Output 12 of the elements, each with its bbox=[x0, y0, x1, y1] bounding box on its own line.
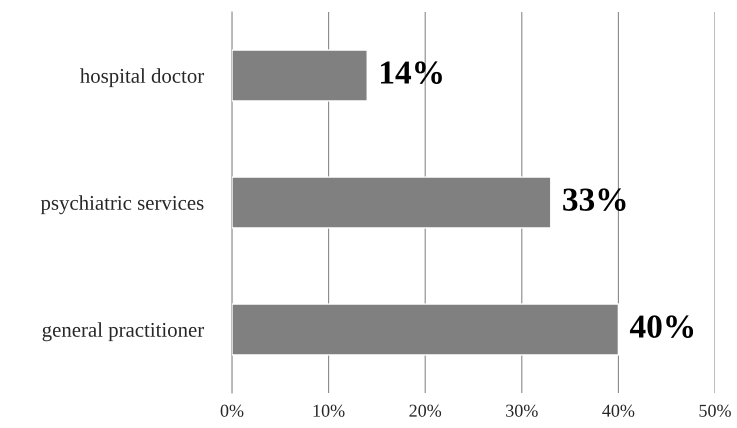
x-tick-label: 0% bbox=[220, 404, 244, 417]
x-tick-label: 40% bbox=[602, 404, 634, 417]
y-tick-label: hospital doctor bbox=[80, 68, 204, 88]
x-tick-label: 50% bbox=[700, 404, 731, 417]
y-tick-label: psychiatric services bbox=[40, 195, 204, 214]
y-tick-label: general practitioner bbox=[42, 322, 204, 342]
data-label: 40% bbox=[630, 315, 694, 338]
data-label: 33% bbox=[563, 188, 626, 211]
x-tick-label: 20% bbox=[409, 404, 442, 417]
x-tick-label: 10% bbox=[314, 404, 345, 417]
data-label: 14% bbox=[381, 61, 442, 84]
x-tick-label: 30% bbox=[506, 404, 538, 417]
